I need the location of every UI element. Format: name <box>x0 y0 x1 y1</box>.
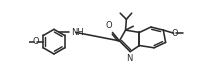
Text: O: O <box>172 29 178 38</box>
Text: O: O <box>32 37 39 46</box>
Text: O: O <box>105 22 112 30</box>
Text: N: N <box>126 54 133 63</box>
Text: NH: NH <box>71 28 84 37</box>
